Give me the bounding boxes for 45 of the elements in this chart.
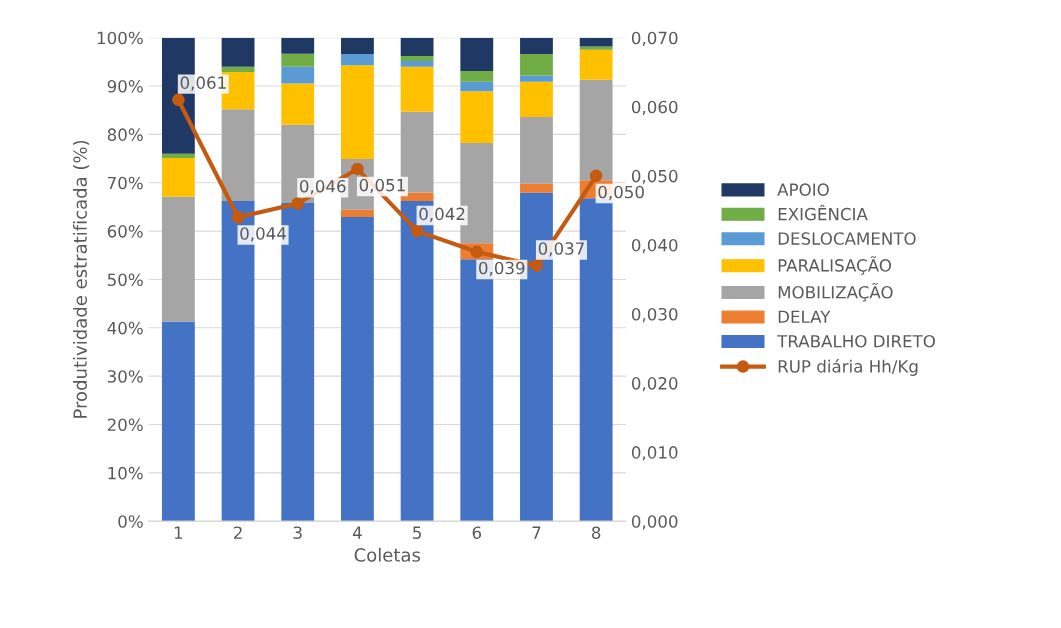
data-label: 0,046 <box>299 179 346 195</box>
y2-tick-label: 0,050 <box>631 169 678 185</box>
data-label: 0,039 <box>479 261 525 276</box>
y2-tick-label: 0,010 <box>631 446 678 461</box>
y-tick-label: 70% <box>108 176 143 190</box>
legend-label: EXIGÊNCIA <box>778 204 868 221</box>
legend-label: PARALISAÇÃO <box>778 256 891 275</box>
legend-label: TRABALHO DIRETO <box>777 334 935 348</box>
legend-label: DELAY <box>778 310 831 323</box>
x-axis-title: Coletas <box>354 547 421 562</box>
y-tick-label: 60% <box>107 225 143 238</box>
data-label: 0,042 <box>419 207 465 222</box>
y-tick-label: 90% <box>107 80 143 93</box>
y-tick-label: 0% <box>118 515 143 528</box>
x-tick-label: 3 <box>293 526 302 539</box>
y2-tick-label: 0,060 <box>631 100 678 116</box>
y-tick-label: 40% <box>107 321 143 335</box>
y-tick-label: 50% <box>107 273 143 287</box>
x-tick-label: 7 <box>532 526 541 539</box>
y-tick-label: 100% <box>97 31 143 45</box>
y-tick-label: 10% <box>108 466 143 480</box>
x-tick-label: 4 <box>352 526 362 539</box>
x-tick-label: 1 <box>174 526 183 539</box>
y2-tick-label: 0,030 <box>631 307 678 323</box>
y-tick-label: 20% <box>107 418 143 432</box>
legend-label: RUP diária Hh/Kg <box>778 359 918 376</box>
y-tick-label: 30% <box>107 370 143 383</box>
x-tick-label: 6 <box>472 526 482 539</box>
data-label: 0,044 <box>240 227 286 242</box>
legend-label: DESLOCAMENTO <box>778 232 916 245</box>
data-label: 0,051 <box>359 178 405 194</box>
x-tick-label: 5 <box>413 526 421 539</box>
data-label: 0,037 <box>538 242 584 257</box>
y2-tick-label: 0,070 <box>631 31 678 46</box>
legend-label: MOBILIZAÇÃO <box>778 283 893 302</box>
y2-tick-label: 0,000 <box>631 515 678 530</box>
x-tick-label: 2 <box>233 526 242 539</box>
y2-tick-label: 0,020 <box>631 377 678 392</box>
x-tick-label: 8 <box>591 526 601 539</box>
y-axis-title: Produtividade estratificada (%) <box>73 140 90 418</box>
data-label: 0,061 <box>180 76 226 91</box>
legend-label: APOIO <box>777 183 829 196</box>
y-tick-label: 80% <box>107 128 143 141</box>
y2-tick-label: 0,040 <box>631 238 678 254</box>
data-label: 0,050 <box>598 185 644 200</box>
